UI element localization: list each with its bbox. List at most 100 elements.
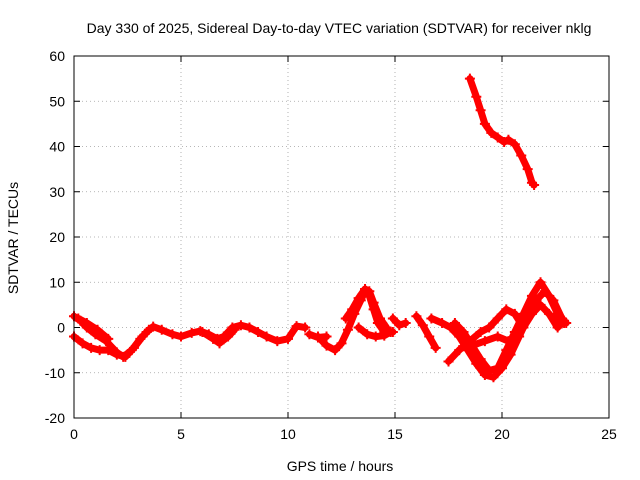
data-point [518, 308, 529, 319]
data-point [437, 317, 448, 328]
x-tick-label: 25 [601, 426, 617, 442]
data-point [176, 331, 186, 342]
y-tick-label: 0 [57, 320, 65, 336]
data-point [385, 327, 396, 338]
data-point [111, 349, 122, 360]
data-point [330, 345, 341, 356]
data-point [73, 313, 84, 324]
x-tick-label: 15 [387, 426, 403, 442]
data-point [486, 127, 497, 138]
data-point [208, 333, 219, 344]
data-point [283, 333, 293, 344]
grid-lines [74, 56, 609, 418]
data-point [375, 313, 386, 324]
data-point [353, 322, 364, 333]
data-point [342, 324, 353, 335]
data-point [535, 277, 546, 288]
data-point [347, 304, 358, 315]
x-tick-label: 5 [177, 426, 185, 442]
data-point [492, 331, 503, 342]
series-markers [414, 314, 438, 350]
data-point [186, 327, 197, 338]
y-tick-label: 50 [49, 93, 65, 109]
data-point [526, 308, 537, 319]
data-point [426, 313, 437, 324]
data-point [261, 331, 272, 342]
data-point [312, 332, 323, 343]
data-point [475, 105, 486, 116]
data-point [479, 336, 490, 347]
data-point [488, 372, 499, 383]
data-point [454, 345, 465, 356]
data-point [556, 315, 567, 326]
data-point [522, 164, 533, 175]
data-point [475, 327, 486, 338]
data-point [214, 338, 225, 349]
data-point [229, 324, 240, 335]
data-point [253, 327, 264, 338]
data-point [81, 317, 92, 328]
x-tick-label: 0 [70, 426, 78, 442]
data-point [516, 150, 527, 161]
data-point [143, 324, 154, 335]
y-axis-title: SDTVAR / TECUs [5, 182, 21, 294]
data-point [535, 299, 546, 310]
data-point [321, 331, 332, 342]
data-point [475, 354, 486, 365]
data-point [449, 317, 460, 328]
y-tick-labels: -20 -10 0 10 20 30 40 50 60 [45, 48, 65, 426]
data-point [509, 139, 520, 150]
data-point [484, 322, 495, 333]
y-tick-label: 30 [49, 184, 65, 200]
data-point [128, 342, 139, 353]
data-point [137, 331, 148, 342]
data-point [92, 324, 103, 335]
data-point [244, 322, 255, 333]
series-markers [72, 314, 307, 359]
data-point [509, 308, 520, 319]
data-point [364, 286, 375, 297]
data-point [77, 338, 88, 349]
data-series [69, 73, 572, 383]
data-point [529, 179, 540, 190]
data-point [321, 340, 332, 351]
data-point [518, 322, 529, 333]
x-axis-title: GPS time / hours [287, 458, 394, 474]
data-point [526, 290, 537, 301]
data-point [464, 73, 475, 84]
series-markers [72, 328, 151, 359]
data-point [291, 321, 302, 332]
data-point [370, 331, 381, 342]
data-point [552, 322, 563, 333]
axis-ticks [73, 55, 610, 419]
data-point [394, 320, 405, 331]
data-point [86, 342, 97, 353]
chart-title: Day 330 of 2025, Sidereal Day-to-day VTE… [87, 20, 592, 36]
y-tick-label: -20 [45, 410, 65, 426]
data-point [526, 177, 537, 188]
data-point [430, 342, 441, 353]
data-point [509, 327, 520, 338]
data-point [479, 118, 490, 129]
y-tick-label: 10 [49, 274, 65, 290]
data-point [340, 313, 351, 324]
data-point [467, 340, 478, 351]
data-point [503, 134, 514, 145]
data-point [167, 329, 178, 340]
data-point [353, 293, 364, 304]
data-point [300, 322, 311, 333]
data-point [417, 320, 428, 331]
data-point [424, 331, 435, 342]
series-markers [447, 303, 566, 363]
data-point [103, 333, 114, 344]
x-tick-labels: 0 5 10 15 20 25 [70, 426, 617, 442]
y-tick-label: 20 [49, 229, 65, 245]
data-point [411, 311, 422, 322]
y-tick-label: -10 [45, 365, 65, 381]
data-point [550, 311, 561, 322]
y-tick-label: 60 [49, 48, 65, 64]
data-point [197, 327, 208, 338]
data-point [304, 329, 315, 340]
data-point [501, 345, 512, 356]
